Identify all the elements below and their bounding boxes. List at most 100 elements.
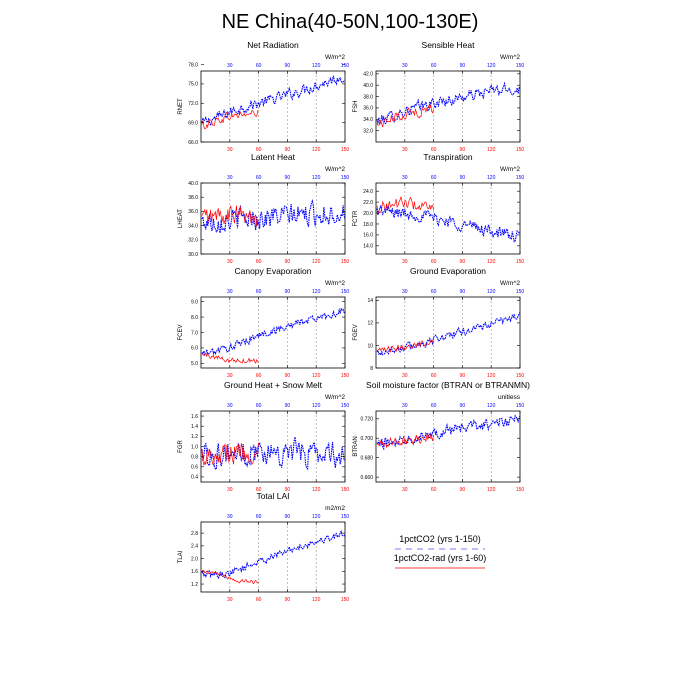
x-tick-label-bottom: 150 [341, 373, 350, 379]
x-tick-label-top: 150 [341, 514, 350, 520]
panel-title: Sensible Heat [422, 40, 476, 50]
y-tick-label: 20.0 [363, 211, 373, 217]
y-tick-label: 0.6 [191, 465, 198, 471]
x-tick-label-bottom: 60 [256, 373, 262, 379]
y-tick-label: 0.660 [360, 475, 373, 481]
series-line-1pctco2 [201, 307, 345, 356]
panel-1: Net Radiation W/m^2 RNET 66.0 69.0 72.0 75.0 78… [178, 40, 349, 153]
panel-6: Ground Evaporation W/m^2 FGEV 8 10 12 14 30 60 90… [353, 266, 524, 379]
x-tick-label-bottom: 150 [341, 147, 350, 153]
units-label: W/m^2 [500, 166, 520, 173]
y-tick-label: 2.0 [191, 556, 198, 562]
series-line-1pctco2-rad [201, 442, 259, 467]
x-tick-label-top: 150 [516, 403, 525, 409]
x-tick-label-bottom: 90 [285, 487, 291, 493]
y-tick-label: 72.0 [188, 101, 198, 107]
y-tick-label: 40.0 [363, 83, 373, 89]
x-tick-label-top: 150 [516, 63, 525, 69]
x-tick-label-bottom: 90 [460, 373, 466, 379]
panel-9: Total LAI m2/m2 TLAI 1.2 1.6 2.0 2.4 2.8 30 60 90 1… [178, 491, 349, 603]
series-line-1pctco2-rad [376, 339, 434, 353]
panels: Net Radiation W/m^2 RNET 66.0 69.0 72.0 75.0 78… [178, 40, 530, 603]
x-tick-label-top: 120 [312, 175, 321, 181]
y-axis-label: RNET [178, 98, 184, 115]
series-line-1pctco2-rad [376, 432, 434, 449]
y-axis-label: TLAI [178, 550, 184, 563]
y-tick-label: 1.4 [191, 424, 198, 430]
plot-frame [375, 296, 521, 369]
y-tick-label: 7.0 [191, 330, 198, 336]
y-tick-label: 9.0 [191, 299, 198, 305]
series-line-1pctco2 [201, 529, 345, 580]
x-tick-label-top: 150 [341, 289, 350, 295]
y-tick-label: 0.8 [191, 454, 198, 460]
x-tick-label-bottom: 30 [402, 487, 408, 493]
plot-frame [200, 410, 346, 483]
x-tick-label-top: 60 [431, 403, 437, 409]
y-tick-label: 8.0 [191, 315, 198, 321]
y-tick-label: 10 [367, 343, 373, 349]
series-line-1pctco2-rad [201, 352, 259, 364]
y-tick-label: 0.720 [360, 417, 373, 423]
y-tick-label: 32.0 [363, 128, 373, 134]
x-tick-label-top: 120 [487, 63, 496, 69]
x-tick-label-top: 60 [256, 289, 262, 295]
units-label: W/m^2 [500, 54, 520, 61]
y-tick-label: 38.0 [363, 94, 373, 100]
y-tick-label: 8 [370, 366, 373, 372]
x-tick-label-top: 90 [285, 403, 291, 409]
series-line-1pctco2 [201, 436, 345, 471]
series-line-1pctco2-rad [376, 104, 434, 128]
x-tick-label-top: 90 [285, 175, 291, 181]
x-tick-label-bottom: 30 [402, 147, 408, 153]
x-tick-label-bottom: 60 [256, 147, 262, 153]
series-line-1pctco2 [201, 199, 345, 234]
series-line-1pctco2-rad [201, 569, 259, 585]
series-line-1pctco2 [376, 312, 520, 357]
plot-frame [200, 521, 346, 593]
panel-title: Total LAI [256, 491, 289, 501]
y-tick-label: 1.2 [191, 434, 198, 440]
x-tick-label-bottom: 30 [227, 147, 233, 153]
x-tick-label-bottom: 150 [516, 373, 525, 379]
x-tick-label-top: 30 [227, 63, 233, 69]
x-tick-label-top: 120 [312, 403, 321, 409]
x-tick-label-top: 30 [402, 289, 408, 295]
y-axis-label: FSH [353, 101, 359, 113]
series-line-1pctco2 [201, 75, 345, 128]
plot-frame [200, 182, 346, 255]
units-label: unitless [498, 394, 521, 401]
panel-4: Transpiration W/m^2 FCTR 14.0 16.0 18.0 20.0 22… [353, 152, 524, 265]
x-tick-label-top: 90 [460, 63, 466, 69]
x-tick-label-bottom: 120 [487, 259, 496, 265]
x-tick-label-bottom: 150 [516, 487, 525, 493]
y-tick-label: 75.0 [188, 82, 198, 88]
x-tick-label-bottom: 120 [312, 373, 321, 379]
y-axis-label: BTRAN [353, 436, 359, 456]
x-tick-label-bottom: 30 [402, 259, 408, 265]
legend: 1pctCO2 (yrs 1-150) 1pctCO2-rad (yrs 1-60… [394, 534, 486, 569]
x-tick-label-bottom: 60 [256, 487, 262, 493]
y-tick-label: 69.0 [188, 120, 198, 126]
y-axis-label: FCEV [178, 324, 184, 340]
x-tick-label-bottom: 120 [312, 147, 321, 153]
y-tick-label: 18.0 [363, 222, 373, 228]
x-tick-label-bottom: 150 [516, 259, 525, 265]
panel-title: Ground Heat + Snow Melt [224, 380, 323, 390]
y-tick-label: 1.2 [191, 582, 198, 588]
x-tick-label-bottom: 60 [431, 259, 437, 265]
y-tick-label: 6.0 [191, 346, 198, 352]
x-tick-label-top: 90 [285, 63, 291, 69]
panel-title: Latent Heat [251, 152, 296, 162]
panel-title: Canopy Evaporation [234, 266, 311, 276]
y-tick-label: 34.0 [188, 223, 198, 229]
x-tick-label-bottom: 90 [285, 147, 291, 153]
x-tick-label-top: 60 [431, 289, 437, 295]
panel-5: Canopy Evaporation W/m^2 FCEV 5.0 6.0 7.0 8.0 9… [178, 266, 349, 379]
x-tick-label-top: 150 [341, 403, 350, 409]
y-tick-label: 1.6 [191, 414, 198, 420]
x-tick-label-bottom: 90 [285, 373, 291, 379]
units-label: W/m^2 [325, 166, 345, 173]
y-tick-label: 1.6 [191, 569, 198, 575]
panel-2: Sensible Heat W/m^2 FSH 32.0 34.0 36.0 38.0 40.… [353, 40, 524, 153]
